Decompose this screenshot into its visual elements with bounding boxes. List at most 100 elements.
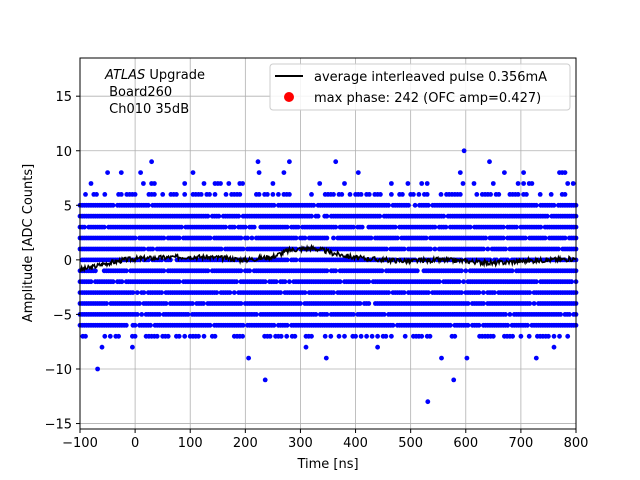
scatter-point [295, 224, 301, 230]
scatter-point [333, 268, 339, 274]
scatter-point [271, 322, 277, 328]
scatter-point [231, 290, 237, 295]
x-axis-label: Time [ns] [296, 457, 358, 472]
scatter-point [492, 290, 497, 295]
scatter-point [214, 290, 220, 295]
scatter-point [154, 333, 160, 339]
scatter-point [309, 213, 314, 219]
scatter-point [485, 246, 491, 252]
scatter-point [509, 268, 515, 274]
scatter-point [416, 192, 422, 197]
scatter-point [347, 192, 353, 197]
scatter-point [190, 170, 196, 176]
y-tick-label: −5 [53, 308, 72, 323]
scatter-point [353, 333, 358, 339]
scatter-point [401, 246, 407, 252]
scatter-point [518, 333, 524, 339]
scatter-point [201, 301, 206, 306]
scatter-point [522, 235, 528, 241]
scatter-point [546, 333, 551, 339]
scatter-point [313, 312, 319, 317]
scatter-point [256, 192, 262, 197]
scatter-point [384, 246, 389, 252]
scatter-point [439, 355, 444, 361]
scatter-point [152, 181, 157, 186]
scatter-point [157, 312, 162, 317]
scatter-point [110, 202, 116, 208]
scatter-point [389, 192, 394, 197]
scatter-point [134, 312, 140, 317]
scatter-point [102, 192, 108, 197]
scatter-point [88, 279, 94, 285]
scatter-point [544, 213, 550, 219]
scatter-point [223, 192, 229, 197]
scatter-point [521, 170, 526, 176]
plot-frame [79, 57, 577, 430]
scatter-point [390, 322, 396, 328]
scatter-point [358, 333, 364, 339]
scatter-point [174, 192, 179, 197]
scatter-point [358, 192, 364, 197]
scatter-point [276, 192, 281, 197]
annotation-board: Board260 [105, 85, 172, 100]
scatter-point [551, 202, 557, 208]
scatter-point [278, 290, 283, 295]
scatter-point [558, 312, 563, 317]
scatter-point [317, 181, 323, 186]
scatter-point [515, 181, 521, 186]
scatter-point [500, 235, 506, 241]
scatter-point [256, 170, 262, 176]
scatter-point [357, 301, 363, 306]
scatter-point [190, 301, 195, 306]
scatter-point [457, 170, 463, 176]
scatter-point [379, 268, 385, 274]
x-tick-label: 500 [398, 436, 423, 451]
legend-box [269, 63, 571, 111]
y-tick-label: −10 [45, 363, 72, 378]
scatter-point [324, 235, 330, 241]
scatter-point [401, 290, 407, 295]
scatter-point [527, 301, 533, 306]
scatter-point [406, 202, 411, 208]
scatter-point [182, 192, 188, 197]
scatter-point [488, 192, 493, 197]
scatter-point [500, 224, 506, 230]
scatter-point [405, 181, 411, 186]
scatter-point [273, 279, 279, 285]
scatter-point [441, 213, 447, 219]
scatter-point [262, 377, 268, 383]
scatter-point [107, 333, 113, 339]
scatter-point [557, 333, 562, 339]
scatter-point [196, 333, 201, 339]
scatter-point [481, 301, 486, 306]
scatter-point [459, 290, 464, 295]
scatter-point [293, 257, 299, 263]
scatter-point [457, 192, 463, 197]
scatter-point [207, 235, 213, 241]
scatter-point [395, 235, 400, 241]
scatter-point [386, 202, 391, 208]
svg-text:ATLAS Upgrade: ATLAS Upgrade [104, 68, 205, 83]
scatter-point [293, 235, 299, 241]
scatter-point [198, 192, 204, 197]
scatter-point [414, 268, 420, 274]
scatter-point [160, 192, 166, 197]
y-tick-label: 0 [64, 254, 72, 269]
scatter-point [505, 322, 511, 328]
scatter-point [163, 301, 169, 306]
scatter-point [267, 333, 273, 339]
scatter-point [366, 192, 372, 197]
scatter-point [302, 235, 308, 241]
scatter-point [287, 279, 292, 285]
scatter-point [548, 192, 554, 197]
scatter-point [231, 224, 237, 230]
scatter-point [134, 290, 140, 295]
scatter-point [529, 181, 535, 186]
scatter-point [287, 192, 292, 197]
scatter-point [355, 170, 361, 176]
scatter-point [542, 235, 548, 241]
scatter-point [456, 279, 462, 285]
scatter-point [271, 202, 277, 208]
scatter-point [447, 322, 453, 328]
